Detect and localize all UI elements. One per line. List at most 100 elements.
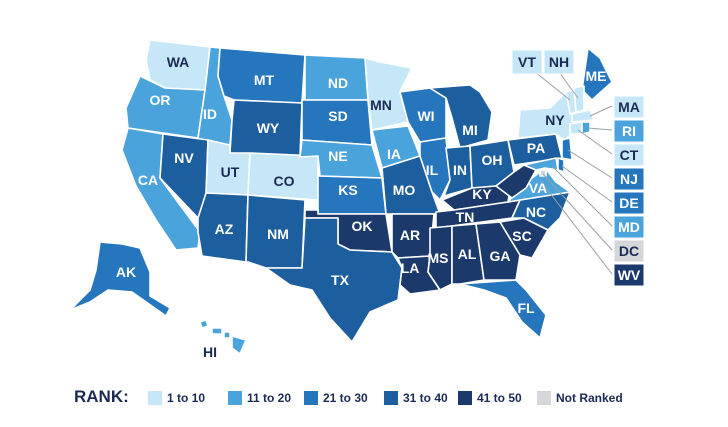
- legend-swatch: [537, 391, 551, 405]
- state-label-wa: WA: [167, 54, 190, 70]
- legend-label: 21 to 30: [323, 391, 368, 405]
- state-label-ms: MS: [428, 250, 449, 266]
- state-label-hi: HI: [203, 344, 217, 360]
- callout-lines: [529, 67, 613, 275]
- state-ri: [581, 121, 591, 135]
- state-label-sd: SD: [328, 108, 347, 124]
- legend-item: 31 to 40: [384, 391, 448, 405]
- legend-swatch: [228, 391, 242, 405]
- callout-de: DE: [613, 191, 645, 215]
- callout-label-ct: CT: [620, 147, 639, 163]
- state-in: [443, 145, 473, 197]
- state-md: [523, 157, 559, 171]
- legend-item: Not Ranked: [537, 391, 623, 405]
- state-label-tn: TN: [456, 209, 475, 225]
- state-label-mo: MO: [393, 182, 416, 198]
- callout-box-md: [613, 215, 645, 239]
- state-label-or: OR: [150, 92, 171, 108]
- state-label-ar: AR: [400, 227, 420, 243]
- legend-swatch: [304, 391, 318, 405]
- callout-box-nh: [543, 49, 575, 75]
- callout-box-wv: [613, 263, 645, 287]
- callout-wv: WV: [613, 263, 645, 287]
- state-label-oh: OH: [482, 152, 503, 168]
- callout-ri: RI: [613, 119, 645, 143]
- legend-label: 1 to 10: [167, 391, 205, 405]
- legend-item: 1 to 10: [148, 391, 205, 405]
- legend-label: 41 to 50: [477, 391, 522, 405]
- callout-box-nj: [613, 167, 645, 191]
- state-label-ga: GA: [490, 248, 511, 264]
- state-ak: [69, 241, 171, 317]
- state-label-co: CO: [274, 173, 295, 189]
- callout-box-dc: [613, 239, 645, 263]
- state-label-me: ME: [586, 68, 607, 84]
- legend-item: 41 to 50: [458, 391, 522, 405]
- callout-label-ri: RI: [622, 123, 636, 139]
- state-label-sc: SC: [512, 228, 531, 244]
- state-label-nc: NC: [526, 204, 546, 220]
- callout-label-ma: MA: [618, 99, 640, 115]
- state-label-in: IN: [453, 162, 467, 178]
- state-label-wy: WY: [257, 120, 280, 136]
- callout-box-ri: [613, 119, 645, 143]
- callout-box-vt: [511, 49, 543, 75]
- state-label-mt: MT: [254, 72, 275, 88]
- legend-swatch: [458, 391, 472, 405]
- legend-swatch: [384, 391, 398, 405]
- callout-ma: MA: [613, 95, 645, 119]
- state-label-nd: ND: [328, 75, 348, 91]
- state-al: [451, 223, 485, 285]
- callout-vt: VT: [511, 49, 543, 75]
- callout-label-vt: VT: [518, 54, 536, 70]
- callout-nh: NH: [543, 49, 575, 75]
- callout-box-de: [613, 191, 645, 215]
- state-ct: [569, 121, 583, 135]
- state-label-la: LA: [401, 260, 420, 276]
- callout-label-dc: DC: [619, 243, 639, 259]
- legend-label: Not Ranked: [556, 391, 623, 405]
- state-label-ny: NY: [545, 112, 565, 128]
- state-dc: [539, 169, 547, 177]
- state-tx: [265, 217, 403, 343]
- legend-label: 31 to 40: [403, 391, 448, 405]
- callout-label-wv: WV: [618, 267, 641, 283]
- state-label-ne: NE: [328, 148, 347, 164]
- callout-box-ct: [613, 143, 645, 167]
- state-label-il: IL: [426, 162, 439, 178]
- state-de: [557, 157, 565, 173]
- state-label-ky: KY: [472, 186, 492, 202]
- legend-title: RANK:: [74, 387, 129, 406]
- state-label-nm: NM: [267, 226, 289, 242]
- state-label-va: VA: [529, 180, 547, 196]
- state-label-wi: WI: [417, 108, 434, 124]
- callout-nj: NJ: [613, 167, 645, 191]
- legend-item: 21 to 30: [304, 391, 368, 405]
- state-label-ok: OK: [352, 218, 373, 234]
- state-nj: [561, 137, 573, 161]
- state-label-ks: KS: [338, 182, 357, 198]
- state-nh: [573, 85, 585, 113]
- state-label-fl: FL: [517, 300, 535, 316]
- state-mi: [429, 84, 493, 149]
- state-fl: [459, 279, 547, 339]
- state-me: [581, 47, 613, 101]
- legend-swatch: [148, 391, 162, 405]
- state-label-nv: NV: [174, 150, 194, 166]
- state-label-al: AL: [458, 246, 477, 262]
- state-ma: [571, 109, 595, 123]
- state-label-mn: MN: [370, 97, 392, 113]
- state-label-az: AZ: [215, 221, 234, 237]
- state-ga: [475, 221, 521, 281]
- callout-box-ma: [613, 95, 645, 119]
- callout-ct: CT: [613, 143, 645, 167]
- state-label-ak: AK: [116, 264, 136, 280]
- state-label-ca: CA: [138, 172, 158, 188]
- state-label-id: ID: [203, 106, 217, 122]
- state-label-ut: UT: [221, 164, 240, 180]
- callout-label-nh: NH: [549, 54, 569, 70]
- state-label-tx: TX: [331, 272, 350, 288]
- callout-dc: DC: [613, 239, 645, 263]
- state-label-ia: IA: [387, 146, 401, 162]
